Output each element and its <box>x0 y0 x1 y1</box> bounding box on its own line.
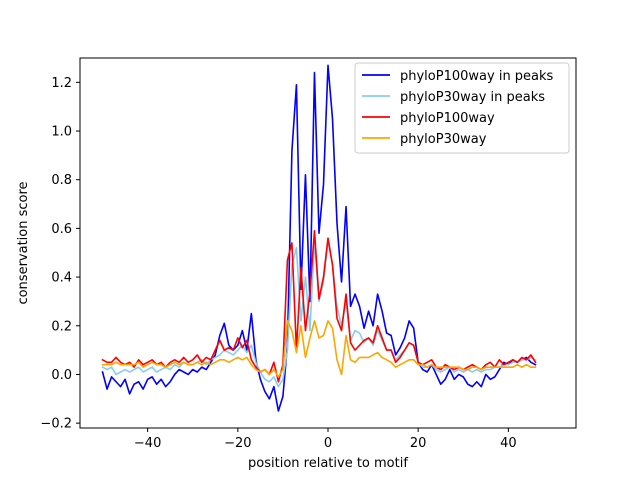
x-tick-label: −40 <box>134 436 161 451</box>
legend-label-phylop100way-in-peaks: phyloP100way in peaks <box>400 69 554 84</box>
legend-label-phylop100way: phyloP100way <box>400 111 495 126</box>
x-tick-label: 0 <box>324 436 332 451</box>
legend-box <box>354 62 570 154</box>
x-tick-label: 40 <box>500 436 517 451</box>
x-tick-label: −20 <box>224 436 251 451</box>
y-axis-ticks: −0.2 0.0 0.2 0.4 0.6 0.8 1.0 1.2 <box>40 76 80 432</box>
series-line-phylop100way <box>101 230 537 383</box>
y-tick-label: 0.4 <box>51 271 72 286</box>
legend: phyloP100way in peaks phyloP30way in peak… <box>354 62 570 154</box>
series-layer <box>101 64 537 412</box>
y-tick-label: 0.2 <box>51 319 72 334</box>
x-axis-ticks: −40 −20 0 20 40 <box>134 428 517 451</box>
series-line-phylop30way <box>101 320 537 378</box>
y-axis-label: conservation score <box>16 181 31 304</box>
y-tick-label: −0.2 <box>40 417 72 432</box>
legend-label-phylop30way: phyloP30way <box>400 132 487 147</box>
x-axis-label: position relative to motif <box>248 456 408 471</box>
legend-label-phylop30way-in-peaks: phyloP30way in peaks <box>400 90 545 105</box>
y-tick-label: 1.2 <box>51 76 72 91</box>
y-tick-label: 1.0 <box>51 125 72 140</box>
series-line-phylop100way-in-peaks <box>101 64 537 412</box>
y-tick-label: 0.0 <box>51 368 72 383</box>
x-tick-label: 20 <box>410 436 427 451</box>
y-tick-label: 0.6 <box>51 222 72 237</box>
y-tick-label: 0.8 <box>51 173 72 188</box>
series-line-phylop30way-in-peaks <box>101 239 537 388</box>
